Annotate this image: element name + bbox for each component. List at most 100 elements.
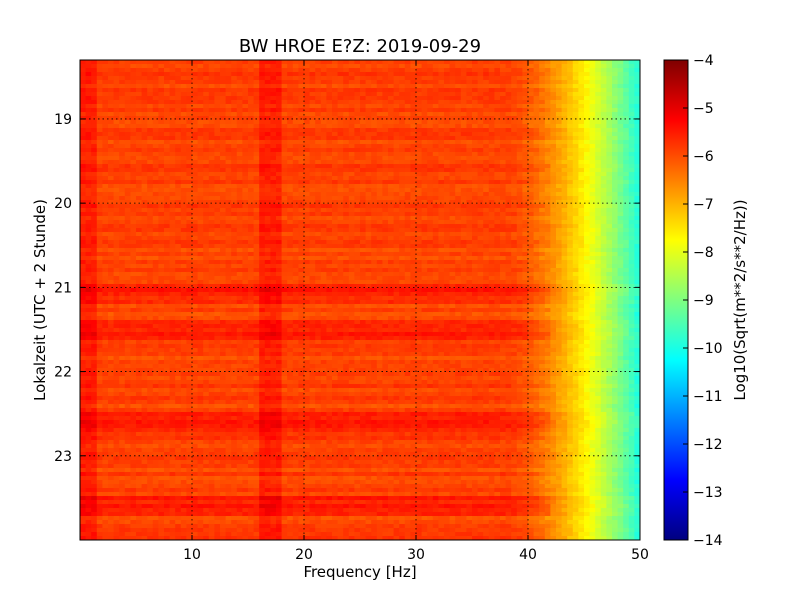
- heatmap-cell: [169, 68, 176, 73]
- heatmap-cell: [96, 512, 103, 517]
- heatmap-cell: [136, 168, 143, 173]
- heatmap-cell: [270, 336, 277, 341]
- heatmap-cell: [124, 236, 131, 241]
- heatmap-cell: [130, 512, 137, 517]
- heatmap-cell: [208, 64, 215, 69]
- heatmap-cell: [259, 488, 266, 493]
- heatmap-cell: [214, 456, 221, 461]
- heatmap-cell: [175, 384, 182, 389]
- heatmap-cell: [152, 504, 159, 509]
- heatmap-cell: [259, 64, 266, 69]
- heatmap-cell: [80, 360, 87, 365]
- heatmap-cell: [192, 204, 199, 209]
- heatmap-cell: [175, 128, 182, 133]
- heatmap-cell: [96, 108, 103, 113]
- heatmap-cell: [225, 240, 232, 245]
- heatmap-cell: [119, 184, 126, 189]
- heatmap-cell: [192, 256, 199, 261]
- heatmap-cell: [220, 364, 227, 369]
- heatmap-cell: [281, 216, 288, 221]
- heatmap-cell: [158, 428, 165, 433]
- heatmap-cell: [203, 208, 210, 213]
- heatmap-cell: [180, 492, 187, 497]
- heatmap-cell: [164, 308, 171, 313]
- heatmap-cell: [236, 300, 243, 305]
- heatmap-cell: [102, 380, 109, 385]
- heatmap-cell: [91, 156, 98, 161]
- heatmap-cell: [119, 312, 126, 317]
- heatmap-cell: [287, 380, 294, 385]
- heatmap-cell: [80, 132, 87, 137]
- heatmap-cell: [108, 392, 115, 397]
- heatmap-cell: [169, 368, 176, 373]
- heatmap-cell: [119, 288, 126, 293]
- heatmap-cell: [220, 216, 227, 221]
- heatmap-cell: [152, 104, 159, 109]
- heatmap-cell: [304, 368, 311, 373]
- heatmap-cell: [304, 320, 311, 325]
- heatmap-cell: [108, 320, 115, 325]
- heatmap-cell: [169, 80, 176, 85]
- heatmap-cell: [298, 308, 305, 313]
- heatmap-cell: [248, 212, 255, 217]
- heatmap-cell: [281, 532, 288, 537]
- heatmap-cell: [152, 388, 159, 393]
- heatmap-cell: [85, 408, 92, 413]
- heatmap-cell: [220, 204, 227, 209]
- heatmap-cell: [108, 268, 115, 273]
- heatmap-cell: [287, 528, 294, 533]
- heatmap-cell: [164, 280, 171, 285]
- heatmap-cell: [276, 424, 283, 429]
- heatmap-cell: [96, 272, 103, 277]
- heatmap-cell: [124, 76, 131, 81]
- heatmap-cell: [124, 488, 131, 493]
- heatmap-cell: [203, 404, 210, 409]
- heatmap-cell: [91, 492, 98, 497]
- heatmap-cell: [124, 136, 131, 141]
- heatmap-cell: [208, 340, 215, 345]
- heatmap-cell: [141, 348, 148, 353]
- heatmap-cell: [197, 112, 204, 117]
- heatmap-cell: [292, 156, 299, 161]
- heatmap-cell: [130, 112, 137, 117]
- heatmap-cell: [136, 192, 143, 197]
- heatmap-cell: [113, 216, 120, 221]
- heatmap-cell: [304, 268, 311, 273]
- heatmap-cell: [80, 128, 87, 133]
- heatmap-cell: [197, 312, 204, 317]
- heatmap-cell: [259, 472, 266, 477]
- heatmap-cell: [186, 432, 193, 437]
- heatmap-cell: [113, 236, 120, 241]
- heatmap-cell: [242, 452, 249, 457]
- heatmap-cell: [197, 528, 204, 533]
- heatmap-cell: [264, 488, 271, 493]
- heatmap-cell: [248, 408, 255, 413]
- heatmap-cell: [158, 460, 165, 465]
- heatmap-cell: [203, 164, 210, 169]
- heatmap-cell: [108, 336, 115, 341]
- heatmap-cell: [287, 60, 294, 65]
- heatmap-cell: [113, 196, 120, 201]
- heatmap-cell: [124, 304, 131, 309]
- heatmap-cell: [287, 272, 294, 277]
- heatmap-cell: [180, 124, 187, 129]
- heatmap-cell: [169, 396, 176, 401]
- heatmap-cell: [169, 168, 176, 173]
- heatmap-cell: [264, 152, 271, 157]
- heatmap-cell: [152, 428, 159, 433]
- heatmap-cell: [80, 308, 87, 313]
- heatmap-cell: [208, 412, 215, 417]
- heatmap-cell: [141, 460, 148, 465]
- heatmap-cell: [180, 84, 187, 89]
- heatmap-cell: [147, 268, 154, 273]
- heatmap-cell: [136, 256, 143, 261]
- heatmap-cell: [276, 532, 283, 537]
- heatmap-cell: [242, 228, 249, 233]
- heatmap-cell: [175, 192, 182, 197]
- heatmap-cell: [85, 156, 92, 161]
- heatmap-cell: [304, 428, 311, 433]
- heatmap-cell: [108, 224, 115, 229]
- heatmap-cell: [242, 316, 249, 321]
- heatmap-cell: [141, 304, 148, 309]
- heatmap-cell: [130, 168, 137, 173]
